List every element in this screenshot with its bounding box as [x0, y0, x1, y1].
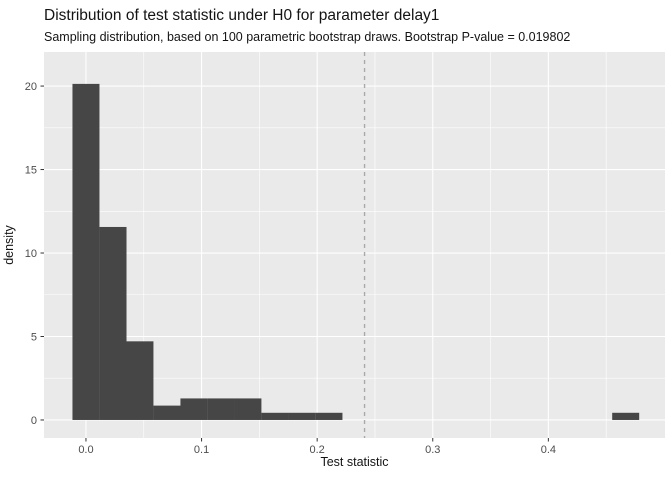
plot-subtitle: Sampling distribution, based on 100 para…: [44, 30, 571, 44]
y-tick-label: 15: [25, 165, 37, 177]
histogram-bar: [207, 398, 235, 420]
y-tick-label: 5: [31, 331, 37, 343]
histogram-bar: [72, 83, 100, 420]
y-tick-label: 0: [31, 415, 37, 427]
x-tick-label: 0.4: [541, 444, 556, 456]
histogram-bar: [261, 412, 289, 420]
x-tick-label: 0.3: [425, 444, 440, 456]
y-axis-title: density: [2, 224, 16, 264]
histogram-bar: [315, 412, 343, 420]
plot-title: Distribution of test statistic under H0 …: [44, 7, 440, 24]
histogram-bar: [180, 398, 208, 420]
histogram-bar: [126, 341, 154, 420]
histogram-bar: [288, 412, 316, 420]
histogram-bar: [234, 398, 262, 420]
histogram-bar: [99, 226, 127, 420]
x-axis-title: Test statistic: [320, 455, 388, 469]
x-tick-label: 0.0: [78, 444, 93, 456]
x-tick-label: 0.2: [310, 444, 325, 456]
y-tick-label: 20: [25, 81, 37, 93]
histogram-bar: [153, 405, 181, 420]
x-tick-label: 0.1: [194, 444, 209, 456]
histogram-bar: [612, 412, 640, 420]
y-tick-label: 10: [25, 248, 37, 260]
